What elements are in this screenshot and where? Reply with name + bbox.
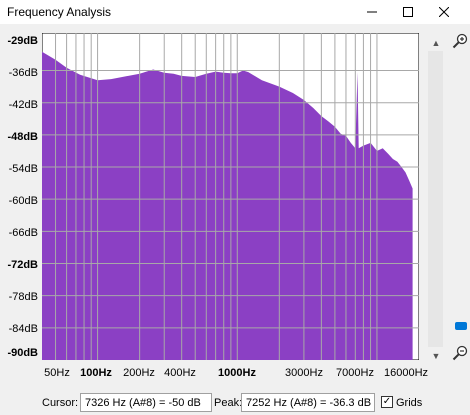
vertical-scrollbar[interactable] bbox=[428, 51, 443, 347]
arrow-up-icon: ▲ bbox=[431, 38, 441, 48]
zoom-in-button[interactable] bbox=[452, 33, 468, 49]
zoom-out-button[interactable] bbox=[452, 345, 468, 361]
zoom-out-icon bbox=[452, 345, 468, 361]
y-tick-label: -54dB bbox=[8, 163, 38, 175]
x-tick-label: 1000Hz bbox=[218, 367, 256, 379]
title-bar: Frequency Analysis bbox=[0, 0, 470, 24]
x-tick-label: 50Hz bbox=[44, 367, 70, 379]
close-icon bbox=[439, 7, 449, 17]
scroll-down-button[interactable]: ▼ bbox=[430, 350, 442, 362]
y-tick-label: -66dB bbox=[8, 227, 38, 239]
y-tick-label: -42dB bbox=[8, 99, 38, 111]
peak-readout: 7252 Hz (A#8) = -36.3 dB bbox=[241, 393, 375, 412]
y-tick-label: -60dB bbox=[8, 195, 38, 207]
spectrum-plot[interactable] bbox=[42, 33, 419, 360]
cursor-readout: 7326 Hz (A#8) = -50 dB bbox=[80, 393, 212, 412]
y-tick-label: -36dB bbox=[8, 67, 38, 79]
peak-label: Peak: bbox=[214, 397, 243, 409]
y-tick-label: -72dB bbox=[7, 259, 38, 271]
status-bar: Cursor: 7326 Hz (A#8) = -50 dB Peak: 725… bbox=[0, 392, 470, 415]
zoom-in-icon bbox=[452, 33, 468, 49]
grids-checkbox[interactable]: ✓ bbox=[381, 396, 393, 408]
minimize-icon bbox=[367, 11, 377, 13]
arrow-down-icon: ▼ bbox=[431, 351, 441, 361]
zoom-slider-thumb[interactable] bbox=[455, 322, 467, 330]
x-tick-label: 3000Hz bbox=[285, 367, 323, 379]
x-tick-label: 7000Hz bbox=[336, 367, 374, 379]
minimize-button[interactable] bbox=[358, 0, 386, 24]
maximize-icon bbox=[403, 7, 413, 17]
x-tick-label: 100Hz bbox=[80, 367, 112, 379]
x-tick-label: 200Hz bbox=[123, 367, 155, 379]
y-tick-label: -29dB bbox=[7, 35, 38, 47]
close-button[interactable] bbox=[430, 0, 458, 24]
maximize-button[interactable] bbox=[394, 0, 422, 24]
y-tick-label: -84dB bbox=[8, 323, 38, 335]
y-tick-label: -48dB bbox=[7, 131, 38, 143]
grids-label: Grids bbox=[396, 397, 423, 409]
x-tick-label: 16000Hz bbox=[383, 367, 429, 379]
window-title: Frequency Analysis bbox=[7, 5, 112, 19]
cursor-label: Cursor: bbox=[42, 397, 79, 409]
x-tick-label: 400Hz bbox=[164, 367, 196, 379]
y-tick-label: -78dB bbox=[8, 291, 38, 303]
scroll-up-button[interactable]: ▲ bbox=[430, 37, 442, 49]
y-tick-label: -90dB bbox=[7, 347, 38, 359]
spectrum-area bbox=[42, 51, 413, 360]
